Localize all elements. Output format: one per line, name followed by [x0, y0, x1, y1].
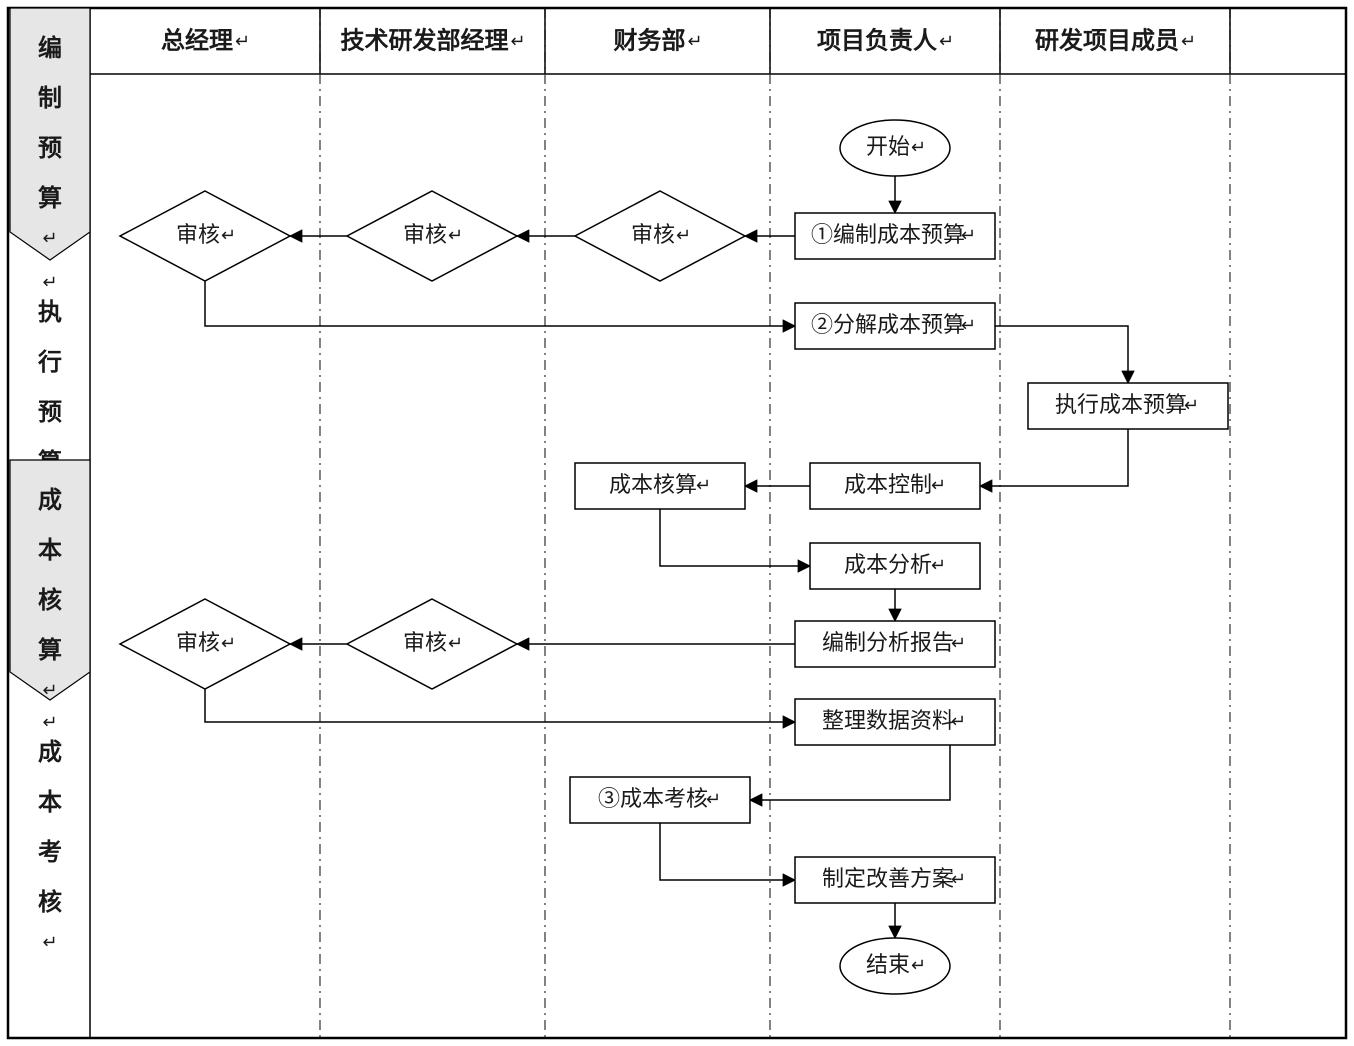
nodes: 开始↵①编制成本预算↵审核↵审核↵审核↵②分解成本预算↵执行成本预算↵成本控制↵… [120, 120, 1228, 994]
svg-text:↵: ↵ [42, 228, 57, 248]
node-improve: 制定改善方案↵ [795, 857, 995, 903]
svg-text:↵: ↵ [511, 31, 526, 51]
lane-header: 项目负责人↵ [817, 28, 954, 55]
node-n1: ①编制成本预算↵ [795, 213, 995, 259]
node-d_gm2: 审核↵ [120, 599, 290, 689]
svg-text:↵: ↵ [42, 680, 57, 700]
node-label: 成本控制 [844, 472, 932, 497]
node-label: ②分解成本预算 [811, 312, 965, 337]
svg-text:本: 本 [38, 789, 62, 816]
phase-label: 成 [38, 739, 62, 766]
node-report: 编制分析报告↵ [795, 621, 995, 667]
svg-text:↵: ↵ [688, 31, 703, 51]
node-label: 整理数据资料 [822, 708, 954, 733]
svg-text:↵: ↵ [221, 633, 236, 653]
node-acct: 成本核算↵ [575, 463, 745, 509]
svg-text:↵: ↵ [42, 712, 57, 732]
svg-text:算: 算 [38, 636, 62, 664]
node-label: 审核 [631, 222, 675, 247]
node-label: 编制分析报告 [822, 630, 954, 655]
svg-text:↵: ↵ [951, 869, 966, 889]
svg-text:↵: ↵ [42, 272, 57, 292]
node-n2: ②分解成本预算↵ [795, 303, 995, 349]
svg-text:↵: ↵ [951, 633, 966, 653]
svg-text:↵: ↵ [911, 137, 926, 157]
svg-text:↵: ↵ [1181, 31, 1196, 51]
svg-text:本: 本 [38, 537, 62, 564]
node-d_rd2: 审核↵ [347, 599, 517, 689]
svg-text:↵: ↵ [911, 955, 926, 975]
phase-header: ↵ 成本考核 ↵ [38, 712, 62, 952]
lane-header-text: 项目负责人 [817, 28, 937, 55]
svg-text:↵: ↵ [961, 225, 976, 245]
node-label: 开始 [866, 134, 910, 159]
phase-label: 编 [38, 34, 62, 62]
node-label: 制定改善方案 [822, 866, 954, 891]
node-label: 审核 [176, 222, 220, 247]
svg-text:↵: ↵ [951, 711, 966, 731]
node-label: 成本分析 [844, 552, 932, 577]
svg-text:↵: ↵ [939, 31, 954, 51]
svg-text:算: 算 [38, 184, 62, 212]
svg-text:↵: ↵ [221, 225, 236, 245]
node-label: 审核 [403, 630, 447, 655]
node-label: ①编制成本预算 [811, 222, 965, 247]
svg-text:↵: ↵ [42, 932, 57, 952]
node-label: 审核 [403, 222, 447, 247]
svg-text:↵: ↵ [448, 225, 463, 245]
svg-text:核: 核 [38, 586, 62, 614]
svg-text:↵: ↵ [676, 225, 691, 245]
node-label: 成本核算 [609, 472, 697, 497]
svg-text:↵: ↵ [961, 315, 976, 335]
node-start: 开始↵ [840, 120, 950, 176]
svg-text:↵: ↵ [706, 789, 721, 809]
svg-text:预: 预 [38, 135, 62, 162]
svg-text:↵: ↵ [1184, 395, 1199, 415]
node-d_gm1: 审核↵ [120, 191, 290, 281]
svg-text:↵: ↵ [931, 475, 946, 495]
lane-header-text: 总经理 [161, 27, 233, 55]
phase-label: 执 [38, 299, 62, 326]
svg-text:↵: ↵ [696, 475, 711, 495]
node-d_fw1: 审核↵ [575, 191, 745, 281]
phase-label: 成 [38, 487, 62, 514]
svg-text:核: 核 [38, 888, 62, 916]
phase-header: 成本核算 ↵ [10, 460, 90, 700]
svg-text:考: 考 [38, 839, 62, 866]
lane-header: 财务部↵ [614, 27, 703, 55]
node-label: 结束 [866, 952, 910, 977]
lane-header-text: 技术研发部经理 [341, 27, 509, 55]
flowchart: 总经理↵技术研发部经理↵财务部↵项目负责人↵研发项目成员↵编制预算↵↵执行预算↵… [0, 0, 1354, 1046]
node-label: 执行成本预算 [1055, 392, 1187, 417]
lane-header-text: 研发项目成员 [1035, 27, 1179, 55]
svg-text:↵: ↵ [931, 555, 946, 575]
node-ctrl: 成本控制↵ [810, 463, 980, 509]
node-anal: 成本分析↵ [810, 543, 980, 589]
svg-text:预: 预 [38, 399, 62, 426]
node-collect: 整理数据资料↵ [795, 699, 995, 745]
node-end: 结束↵ [840, 938, 950, 994]
node-d_rd1: 审核↵ [347, 191, 517, 281]
lane-header-text: 财务部 [614, 27, 686, 55]
svg-text:行: 行 [37, 348, 62, 376]
phase-header: 编制预算 ↵ [10, 8, 90, 260]
svg-text:制: 制 [38, 85, 62, 112]
node-assess: ③成本考核↵ [570, 777, 750, 823]
node-exec: 执行成本预算↵ [1028, 383, 1228, 429]
svg-text:↵: ↵ [448, 633, 463, 653]
lane-header: 技术研发部经理↵ [341, 27, 526, 55]
svg-text:↵: ↵ [235, 31, 250, 51]
lane-header: 研发项目成员↵ [1035, 27, 1196, 55]
node-label: ③成本考核 [598, 786, 708, 811]
node-label: 审核 [176, 630, 220, 655]
lane-header: 总经理↵ [161, 27, 250, 55]
